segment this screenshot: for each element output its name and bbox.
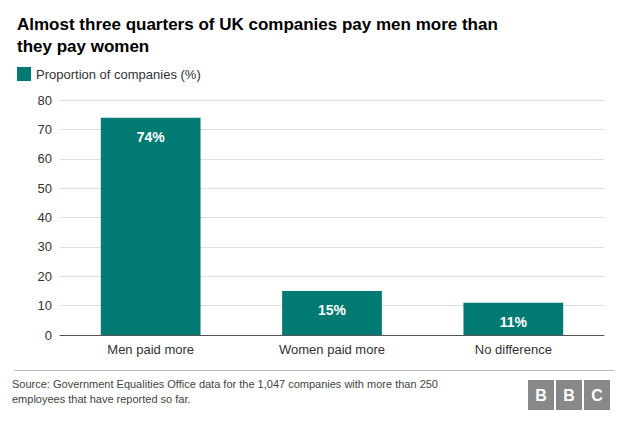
svg-text:No difference: No difference (475, 342, 552, 357)
svg-text:employees that have reported s: employees that have reported so far. (12, 393, 191, 405)
svg-text:B: B (535, 387, 547, 404)
svg-text:C: C (591, 387, 603, 404)
svg-text:50: 50 (38, 181, 52, 196)
svg-text:0: 0 (45, 328, 52, 343)
svg-text:11%: 11% (500, 314, 528, 330)
svg-text:they pay women: they pay women (17, 37, 149, 56)
svg-text:30: 30 (38, 239, 52, 254)
svg-text:40: 40 (38, 210, 52, 225)
svg-text:10: 10 (38, 298, 52, 313)
svg-text:Almost three quarters of UK co: Almost three quarters of UK companies pa… (17, 15, 498, 34)
svg-text:60: 60 (38, 151, 52, 166)
svg-text:20: 20 (38, 269, 52, 284)
svg-text:70: 70 (38, 122, 52, 137)
svg-text:80: 80 (38, 93, 52, 108)
svg-text:Proportion of companies (%): Proportion of companies (%) (36, 67, 201, 82)
svg-text:Source: Government Equalities: Source: Government Equalities Office dat… (12, 378, 438, 390)
svg-text:Women paid more: Women paid more (279, 342, 385, 357)
svg-text:B: B (563, 387, 575, 404)
svg-text:74%: 74% (137, 129, 166, 145)
svg-text:Men paid more: Men paid more (107, 342, 194, 357)
svg-text:15%: 15% (318, 302, 347, 318)
